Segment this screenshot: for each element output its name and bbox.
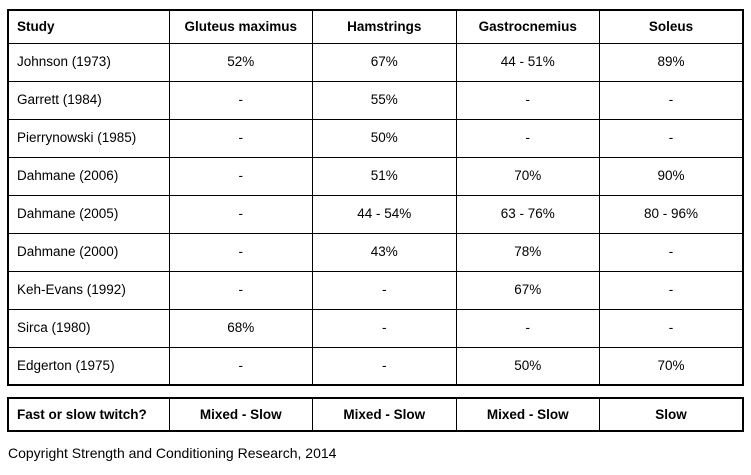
table-row: Sirca (1980) 68% - - -: [7, 308, 744, 348]
summary-value-cell: Slow: [599, 397, 744, 432]
value-cell: -: [168, 346, 313, 386]
value-cell: -: [168, 118, 313, 158]
summary-value-cell: Mixed - Slow: [455, 397, 600, 432]
value-cell: -: [168, 194, 313, 234]
table-row: Dahmane (2005) -44 - 54% 63 - 76% 80 - 96%: [7, 194, 744, 234]
header-cell: Gastrocnemius: [455, 9, 600, 44]
summary-value-cell: Mixed - Slow: [168, 397, 313, 432]
study-cell: Keh-Evans (1992): [7, 270, 170, 310]
fiber-type-table: Study Gluteus maximus Hamstrings Gastrocnem…: [7, 9, 744, 386]
study-cell: Pierrynowski (1985): [7, 118, 170, 158]
value-cell: 44 - 54%: [312, 194, 457, 234]
value-cell: -: [455, 80, 600, 120]
value-cell: -: [312, 308, 457, 348]
header-cell: Hamstrings: [312, 9, 457, 44]
value-cell: -: [168, 270, 313, 310]
study-cell: Garrett (1984): [7, 80, 170, 120]
value-cell: -: [312, 346, 457, 386]
value-cell: 89%: [599, 42, 744, 82]
value-cell: 90%: [599, 156, 744, 196]
value-cell: 50%: [455, 346, 600, 386]
value-cell: 70%: [455, 156, 600, 196]
summary-table: Fast or slow twitch? Mixed - Slow Mixed - …: [7, 397, 744, 432]
value-cell: -: [599, 232, 744, 272]
copyright-text: Copyright Strength and Conditioning Rese…: [8, 445, 337, 461]
study-cell: Dahmane (2005): [7, 194, 170, 234]
value-cell: -: [312, 270, 457, 310]
value-cell: 43%: [312, 232, 457, 272]
header-cell: Soleus: [599, 9, 744, 44]
value-cell: 67%: [455, 270, 600, 310]
table-row: Johnson (1973) 52% 67% 44 - 51% 89%: [7, 42, 744, 82]
value-cell: -: [599, 308, 744, 348]
table-body: Johnson (1973) 52% 67% 44 - 51% 89% Garrett (…: [7, 42, 744, 386]
table-row: Edgerton (1975) - -50% 70%: [7, 346, 744, 386]
summary-row: Fast or slow twitch? Mixed - Slow Mixed - …: [7, 397, 744, 432]
study-cell: Johnson (1973): [7, 42, 170, 82]
value-cell: 70%: [599, 346, 744, 386]
study-cell: Dahmane (2006): [7, 156, 170, 196]
value-cell: -: [455, 308, 600, 348]
table-row: Dahmane (2006) -51% 70% 90%: [7, 156, 744, 196]
value-cell: 55%: [312, 80, 457, 120]
value-cell: 63 - 76%: [455, 194, 600, 234]
value-cell: 50%: [312, 118, 457, 158]
header-cell: Gluteus maximus: [168, 9, 313, 44]
value-cell: 67%: [312, 42, 457, 82]
summary-label-cell: Fast or slow twitch?: [7, 397, 170, 432]
value-cell: -: [599, 80, 744, 120]
value-cell: -: [168, 232, 313, 272]
value-cell: -: [168, 156, 313, 196]
summary-value-cell: Mixed - Slow: [312, 397, 457, 432]
study-cell: Sirca (1980): [7, 308, 170, 348]
study-cell: Dahmane (2000): [7, 232, 170, 272]
value-cell: -: [455, 118, 600, 158]
value-cell: -: [168, 80, 313, 120]
value-cell: 68%: [168, 308, 313, 348]
value-cell: -: [599, 118, 744, 158]
value-cell: 52%: [168, 42, 313, 82]
study-cell: Edgerton (1975): [7, 346, 170, 386]
value-cell: 80 - 96%: [599, 194, 744, 234]
value-cell: 51%: [312, 156, 457, 196]
table-row: Keh-Evans (1992) - -67% -: [7, 270, 744, 310]
value-cell: -: [599, 270, 744, 310]
table-row: Garrett (1984) -55% - -: [7, 80, 744, 120]
table-row: Pierrynowski (1985) -50% - -: [7, 118, 744, 158]
header-cell-study: Study: [7, 9, 170, 44]
table-row: Dahmane (2000) -43% 78% -: [7, 232, 744, 272]
value-cell: 44 - 51%: [455, 42, 600, 82]
header-row: Study Gluteus maximus Hamstrings Gastrocnem…: [7, 9, 744, 44]
value-cell: 78%: [455, 232, 600, 272]
